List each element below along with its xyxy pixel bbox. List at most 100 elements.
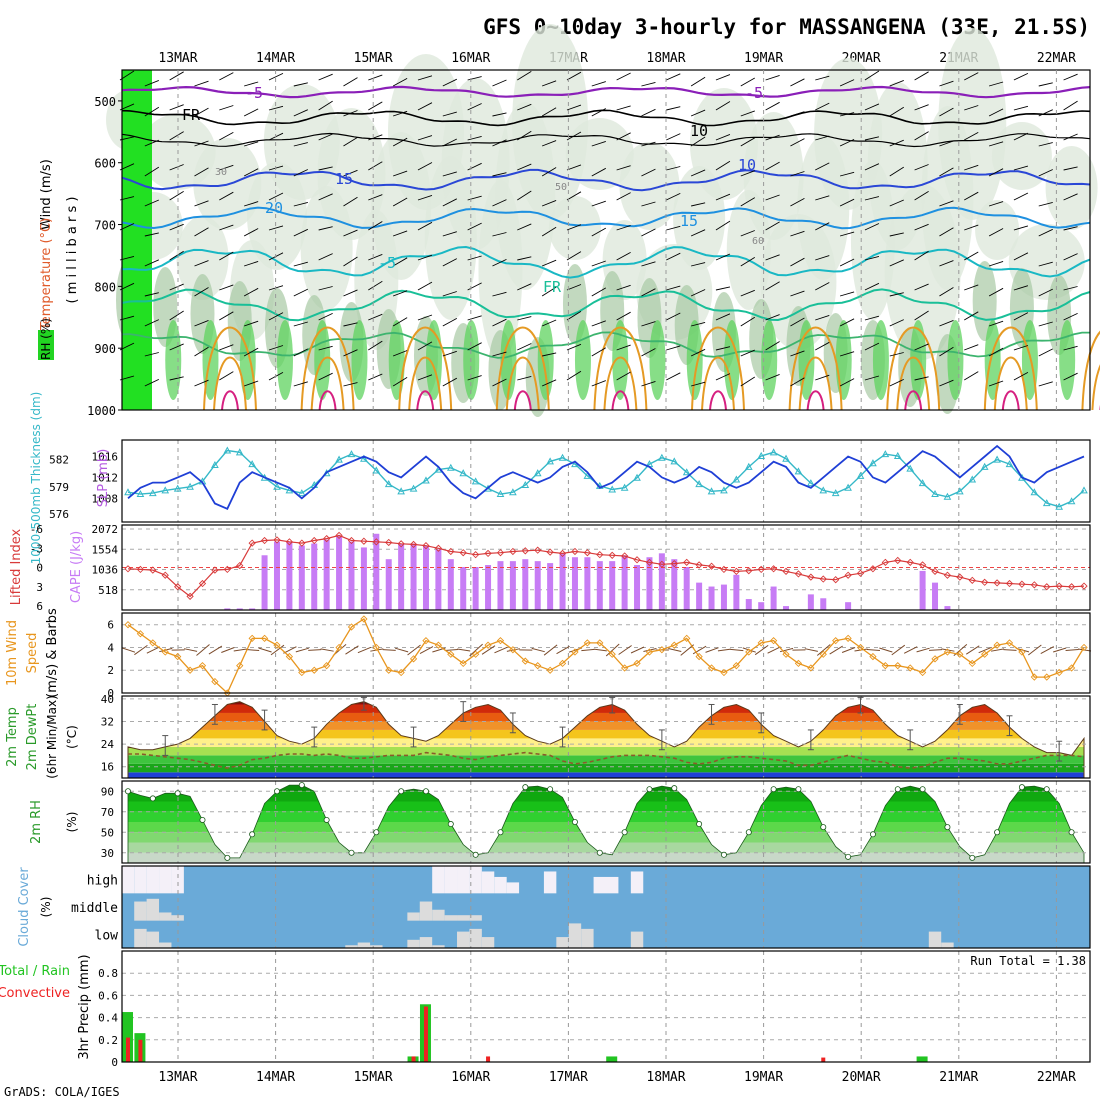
wind-barb xyxy=(219,191,234,201)
cloud-bar-low xyxy=(345,945,358,948)
wind-barb xyxy=(268,192,284,201)
wind-barb xyxy=(889,319,904,327)
wind-speed-point xyxy=(881,662,889,670)
wind-barb xyxy=(318,253,333,261)
wind-barb xyxy=(417,374,433,381)
wind-speed-point xyxy=(434,641,443,649)
rh-shade-high xyxy=(537,320,554,400)
wind-barb xyxy=(765,281,780,291)
wind-barb xyxy=(1013,252,1029,261)
thickness-point xyxy=(670,457,679,465)
wind-barb xyxy=(641,228,656,237)
rh-band xyxy=(128,791,1084,802)
cape-axis-label: CAPE (J/kg) xyxy=(69,531,84,603)
date-label-18mar: 18MAR xyxy=(646,51,685,66)
cape-tick-label: 2072 xyxy=(92,523,119,536)
wind-barb xyxy=(666,225,681,231)
wind-barb xyxy=(194,227,209,237)
wind-barb xyxy=(1013,132,1029,141)
rh-unit-label: (%) xyxy=(65,812,79,833)
wind-barb xyxy=(169,376,184,381)
isotherm-35 xyxy=(709,390,727,411)
wind-barb xyxy=(244,81,259,87)
wind-barb xyxy=(467,222,482,231)
wind-barb xyxy=(268,225,284,231)
thickness-point xyxy=(124,488,132,496)
rh-point xyxy=(894,786,901,793)
wind-barb xyxy=(1013,192,1029,201)
cloud-bar-low xyxy=(469,928,482,948)
wind-barb xyxy=(889,352,904,357)
wind-barb xyxy=(914,310,929,321)
li-point xyxy=(856,569,865,577)
cloud-level-label: high xyxy=(87,874,118,889)
wind-barb xyxy=(169,250,184,261)
wind-speed-point xyxy=(211,677,219,686)
wind-barb xyxy=(194,260,209,267)
wind-barb xyxy=(442,171,457,177)
cloud-bar-middle xyxy=(159,912,172,921)
wind-barb xyxy=(964,284,979,291)
isotherm-35 xyxy=(513,390,532,411)
wind-barb xyxy=(467,135,482,141)
wind-barb xyxy=(517,190,532,201)
chart-title: GFS 0~10day 3-hourly for MASSANGENA (33E… xyxy=(483,15,1090,39)
rh-shade-high xyxy=(686,320,703,400)
cloud-bar-low xyxy=(568,923,582,948)
wind-speed-point xyxy=(745,648,753,656)
wind-barb xyxy=(566,284,582,291)
thickness-point xyxy=(223,446,232,454)
wind-barb xyxy=(442,198,458,207)
isotherm-30 xyxy=(701,356,735,411)
wind-barb xyxy=(839,318,855,327)
wind-speed-point xyxy=(981,650,989,658)
cloud-bar-low xyxy=(146,931,160,948)
cape-bar xyxy=(286,541,293,610)
rh-label: RH (%) xyxy=(39,318,53,360)
rh-shade xyxy=(991,122,1052,190)
wind-speed-point xyxy=(496,636,505,645)
wind-barb xyxy=(889,232,904,237)
wind-barb xyxy=(641,348,656,357)
wind-barb xyxy=(442,377,458,387)
wind-barb xyxy=(517,256,532,261)
cape-bar xyxy=(708,586,715,610)
wind-barb xyxy=(864,255,880,261)
rh-shade-high xyxy=(276,320,293,400)
thickness-point xyxy=(521,480,530,488)
thickness-point xyxy=(720,486,728,494)
wind-barb xyxy=(591,287,607,297)
temperature-bands xyxy=(128,701,1084,778)
cloud-bar-low xyxy=(159,942,172,948)
date-label-19mar: 19MAR xyxy=(744,1070,783,1085)
wind-barb xyxy=(1013,372,1029,381)
wind-barb xyxy=(1038,348,1053,357)
li-point xyxy=(484,549,492,558)
thickness-point xyxy=(446,463,455,471)
li-point xyxy=(794,570,803,578)
thickness-point xyxy=(347,450,356,458)
wind-barb xyxy=(939,140,954,147)
thickness-line xyxy=(127,449,1085,508)
wind-barb xyxy=(666,106,681,111)
wind-barb xyxy=(765,373,780,381)
wind-barb xyxy=(194,379,209,387)
wind-barb xyxy=(740,349,755,357)
date-label-14mar: 14MAR xyxy=(256,51,295,66)
wind-barb xyxy=(357,646,372,654)
wind-barb xyxy=(839,258,855,267)
wind-barb xyxy=(541,319,557,327)
li-point xyxy=(745,567,753,575)
rh-band xyxy=(128,832,1084,843)
isotherm-35 xyxy=(611,390,630,411)
wind-barb xyxy=(864,196,880,201)
rh-point xyxy=(944,824,951,831)
y-tick-label: 90 xyxy=(101,785,114,798)
wind-speed-point xyxy=(124,621,132,629)
rh-shade xyxy=(317,108,386,240)
wind-barb xyxy=(517,316,532,321)
wind-barb xyxy=(616,371,631,381)
wind-speed-point xyxy=(583,639,592,647)
wind-barb xyxy=(542,352,557,357)
wind-barb xyxy=(144,319,160,327)
